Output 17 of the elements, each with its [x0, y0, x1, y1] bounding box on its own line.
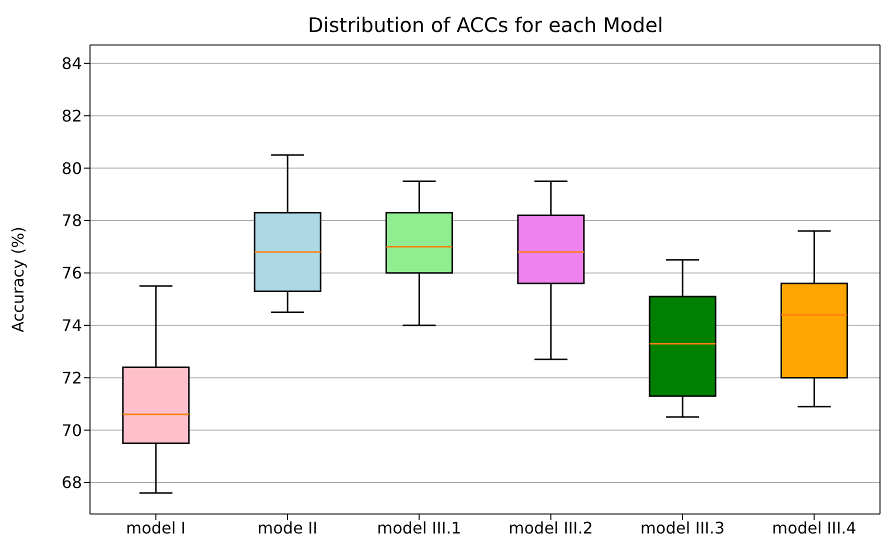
y-tick-label: 82: [62, 106, 82, 126]
chart-title: Distribution of ACCs for each Model: [306, 12, 664, 39]
x-tick-label: model III.1: [377, 518, 462, 538]
y-axis-title: Accuracy (%): [8, 226, 28, 332]
x-tick-label: model III.4: [772, 518, 856, 538]
x-tick-label: model I: [126, 518, 186, 538]
y-tick-label: 70: [62, 420, 82, 440]
y-tick-label: 84: [62, 54, 82, 74]
x-tick-label: mode II: [258, 518, 318, 538]
x-tick-label: model III.2: [508, 518, 593, 538]
x-tick-label: model III.3: [640, 518, 725, 538]
y-tick-label: 78: [62, 211, 82, 230]
y-tick-label: 74: [62, 316, 82, 336]
y-tick-label: 72: [62, 368, 82, 388]
y-tick-label: 76: [62, 264, 82, 283]
y-tick-label: 80: [62, 158, 82, 178]
y-tick-label: 68: [62, 473, 82, 492]
